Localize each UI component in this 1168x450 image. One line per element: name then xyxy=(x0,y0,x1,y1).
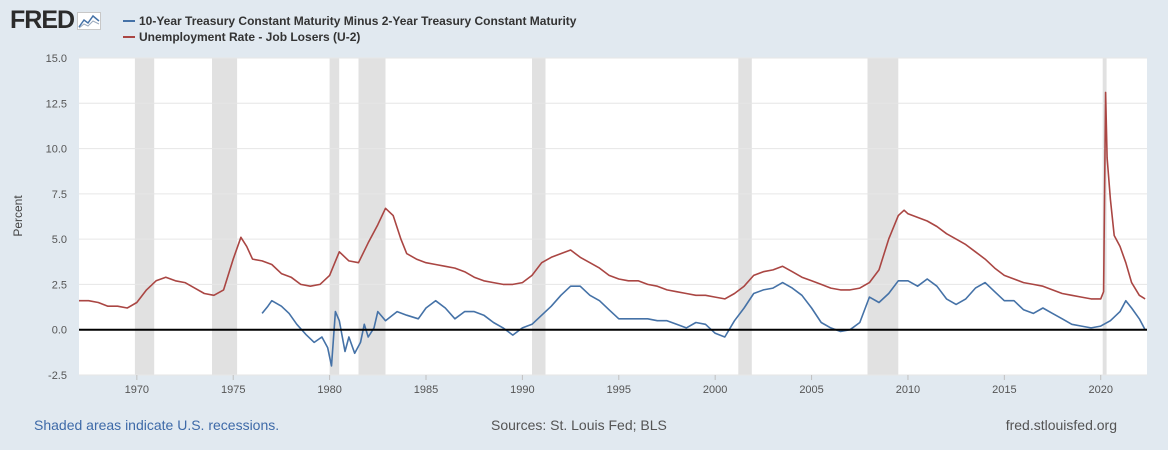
y-tick-label: 0.0 xyxy=(52,325,67,337)
x-tick-label: 1980 xyxy=(317,384,341,396)
y-tick-label: 5.0 xyxy=(52,234,67,246)
chart-legend: 10-Year Treasury Constant Maturity Minus… xyxy=(123,13,576,45)
legend-label-series-1: 10-Year Treasury Constant Maturity Minus… xyxy=(139,14,577,28)
plot-area xyxy=(79,58,1147,375)
y-tick-label: 10.0 xyxy=(46,144,67,156)
y-tick-label: 7.5 xyxy=(52,189,67,201)
legend-item-series-2[interactable]: Unemployment Rate - Job Losers (U-2) xyxy=(123,29,576,45)
recession-band xyxy=(134,58,155,375)
y-tick-label: 2.5 xyxy=(52,279,67,291)
recession-band xyxy=(212,58,238,375)
y-axis-title: Percent xyxy=(11,195,25,237)
legend-swatch-series-2 xyxy=(123,36,135,38)
line-chart: -2.5 0.0 2.5 5.0 7.5 10.0 12.5 15.0 1970 1975 198… xyxy=(11,53,1147,396)
x-tick-label: 1975 xyxy=(221,384,245,396)
legend-swatch-series-1 xyxy=(123,20,135,22)
fred-logo[interactable]: FRED xyxy=(10,6,102,34)
x-tick-label: 1985 xyxy=(414,384,438,396)
site-link[interactable]: fred.stlouisfed.org xyxy=(1005,417,1117,433)
fred-logo-text: FRED xyxy=(10,6,75,34)
chart-header: FRED 10-Year Treasury Constant Maturity … xyxy=(0,0,1168,48)
x-tick-label: 1995 xyxy=(607,384,631,396)
legend-label-series-2: Unemployment Rate - Job Losers (U-2) xyxy=(139,30,361,44)
series-lines xyxy=(79,91,1146,367)
recession-band xyxy=(532,58,546,375)
x-tick-label: 1990 xyxy=(510,384,534,396)
recession-band xyxy=(738,58,752,375)
series-line-2[interactable] xyxy=(79,91,1146,309)
recession-band xyxy=(867,58,899,375)
y-axis-ticks: -2.5 0.0 2.5 5.0 7.5 10.0 12.5 15.0 xyxy=(46,53,67,382)
sources-text: Sources: St. Louis Fed; BLS xyxy=(491,417,667,433)
recession-note-link[interactable]: Shaded areas indicate U.S. recessions. xyxy=(34,417,280,433)
legend-item-series-1[interactable]: 10-Year Treasury Constant Maturity Minus… xyxy=(123,13,576,29)
fred-chart-logo-icon xyxy=(77,11,102,30)
gridlines xyxy=(79,57,1147,376)
x-axis-ticks: 1970 1975 1980 1985 1990 1995 2000 2005 2010 2015… xyxy=(125,375,1113,396)
series-line-1[interactable] xyxy=(261,278,1146,367)
x-tick-label: 2020 xyxy=(1088,384,1112,396)
recession-band xyxy=(329,58,340,375)
x-tick-label: 2010 xyxy=(896,384,920,396)
x-tick-label: 1970 xyxy=(125,384,149,396)
x-tick-label: 2005 xyxy=(799,384,823,396)
x-tick-label: 2015 xyxy=(992,384,1016,396)
y-tick-label: 12.5 xyxy=(46,98,67,110)
y-tick-label: 15.0 xyxy=(46,53,67,65)
x-tick-label: 2000 xyxy=(703,384,727,396)
y-tick-label: -2.5 xyxy=(48,370,67,382)
